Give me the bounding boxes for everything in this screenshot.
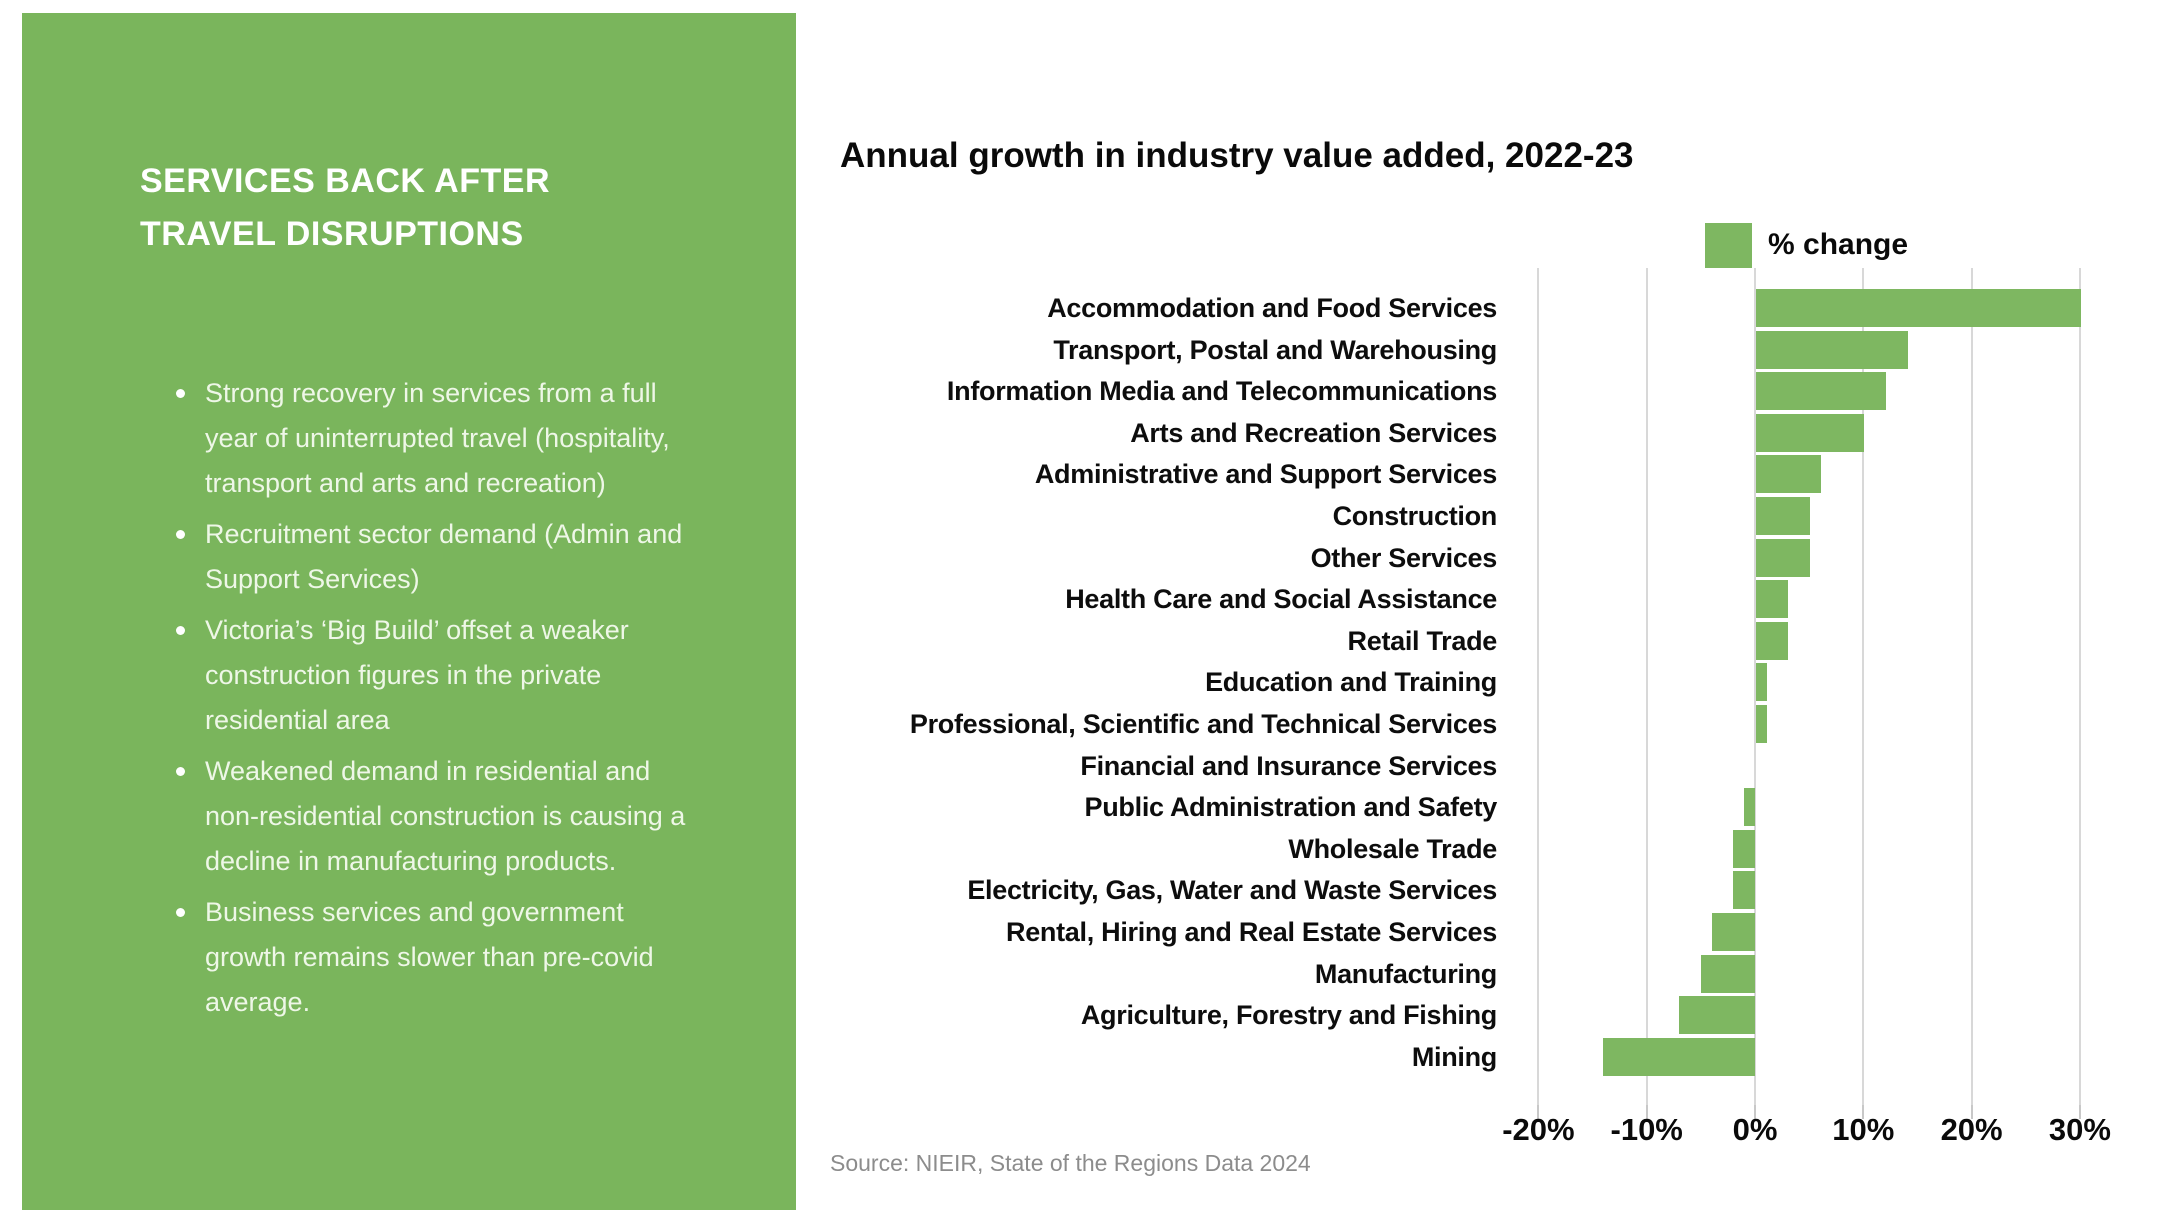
bar-transport-postal-and-warehousing: [1756, 330, 1908, 369]
bullet-dot-icon: [176, 389, 185, 398]
bar-arts-and-recreation-services: [1756, 413, 1865, 452]
category-label-electricity-gas-water-and-waste-services: Electricity, Gas, Water and Waste Servic…: [967, 875, 1497, 906]
bullet-item: Victoria’s ‘Big Build’ offset a weaker c…: [176, 608, 776, 743]
x-axis-label: 20%: [1940, 1112, 2003, 1147]
sidebar-panel: SERVICES BACK AFTER TRAVEL DISRUPTIONS S…: [22, 13, 796, 1210]
source-note: Source: NIEIR, State of the Regions Data…: [830, 1150, 1311, 1176]
bar-public-administration-and-safety: [1744, 788, 1755, 827]
category-label-information-media-and-telecommunications: Information Media and Telecommunications: [946, 376, 1497, 407]
bar-mining: [1603, 1037, 1755, 1076]
bullet-dot-icon: [176, 908, 185, 917]
bar-construction: [1756, 497, 1811, 535]
axis-tick-20%: [1970, 1105, 1973, 1119]
bullet-item: Business services and government growth …: [176, 890, 776, 1025]
x-axis-label: -20%: [1502, 1112, 1575, 1147]
bar-retail-trade: [1756, 621, 1789, 660]
bar-professional-scientific-and-technical-services: [1756, 705, 1767, 743]
bullet-text: Victoria’s ‘Big Build’ offset a weaker c…: [205, 615, 629, 735]
bar-electricity-gas-water-and-waste-services: [1733, 871, 1755, 910]
category-label-financial-and-insurance-services: Financial and Insurance Services: [1080, 750, 1497, 781]
bullet-list: Strong recovery in services from a full …: [176, 371, 776, 1025]
bar-education-and-training: [1756, 663, 1767, 702]
category-label-health-care-and-social-assistance: Health Care and Social Assistance: [1065, 584, 1497, 615]
category-label-administrative-and-support-services: Administrative and Support Services: [1034, 459, 1497, 490]
x-axis-label: 10%: [1832, 1112, 1895, 1147]
legend-label: % change: [1768, 228, 1909, 261]
category-label-construction: Construction: [1332, 501, 1498, 531]
category-label-accommodation-and-food-services: Accommodation and Food Services: [1047, 293, 1497, 323]
legend-swatch-icon: [1705, 222, 1752, 268]
category-label-professional-scientific-and-technical-services: Professional, Scientific and Technical S…: [909, 709, 1497, 739]
category-label-manufacturing: Manufacturing: [1314, 958, 1497, 989]
bullet-dot-icon: [176, 767, 185, 776]
bullet-item: Weakened demand in residential and non-r…: [176, 749, 776, 884]
category-label-other-services: Other Services: [1310, 542, 1498, 573]
gridline--10%: [1645, 268, 1648, 1105]
bar-manufacturing: [1700, 954, 1755, 993]
axis-tick-10%: [1862, 1105, 1865, 1119]
bar-accommodation-and-food-services: [1756, 289, 2081, 327]
bullet-dot-icon: [176, 530, 185, 539]
bar-rental-hiring-and-real-estate-services: [1711, 913, 1755, 951]
gridline--20%: [1537, 268, 1540, 1105]
axis-tick--20%: [1537, 1105, 1540, 1119]
category-label-wholesale-trade: Wholesale Trade: [1288, 833, 1497, 864]
category-label-transport-postal-and-warehousing: Transport, Postal and Warehousing: [1053, 334, 1497, 365]
bar-wholesale-trade: [1733, 829, 1755, 868]
bar-other-services: [1756, 538, 1811, 577]
x-axis-label: 30%: [2048, 1112, 2111, 1147]
x-axis-label: 0%: [1732, 1112, 1778, 1147]
bullet-text: Business services and government growth …: [205, 897, 654, 1017]
x-axis-label: -10%: [1610, 1112, 1683, 1147]
bar-administrative-and-support-services: [1756, 455, 1821, 494]
gridline-0%: [1754, 268, 1756, 1105]
category-label-public-administration-and-safety: Public Administration and Safety: [1084, 792, 1498, 823]
bullet-dot-icon: [176, 626, 185, 635]
category-label-mining: Mining: [1411, 1041, 1497, 1072]
chart-legend: % change: [1705, 222, 1908, 268]
category-label-retail-trade: Retail Trade: [1347, 625, 1498, 656]
axis-tick-30%: [2078, 1105, 2081, 1119]
bullet-text: Recruitment sector demand (Admin and Sup…: [205, 519, 683, 594]
axis-tick--10%: [1645, 1105, 1648, 1119]
gridline-10%: [1862, 268, 1865, 1105]
category-label-education-and-training: Education and Training: [1205, 667, 1497, 698]
bullet-item: Strong recovery in services from a full …: [176, 371, 776, 506]
gridline-30%: [2078, 268, 2081, 1105]
bullet-text: Weakened demand in residential and non-r…: [205, 756, 686, 876]
bar-agriculture-forestry-and-fishing: [1679, 996, 1755, 1035]
chart-title: Annual growth in industry value added, 2…: [840, 136, 1634, 175]
panel-title: SERVICES BACK AFTER TRAVEL DISRUPTIONS: [140, 162, 550, 253]
gridline-20%: [1970, 268, 1973, 1105]
bar-health-care-and-social-assistance: [1756, 580, 1789, 619]
bullet-text: Strong recovery in services from a full …: [205, 378, 670, 498]
category-label-arts-and-recreation-services: Arts and Recreation Services: [1130, 417, 1497, 448]
category-label-agriculture-forestry-and-fishing: Agriculture, Forestry and Fishing: [1080, 1000, 1497, 1031]
bar-information-media-and-telecommunications: [1756, 372, 1886, 411]
bullet-item: Recruitment sector demand (Admin and Sup…: [176, 512, 776, 602]
axis-tick-0%: [1754, 1105, 1756, 1119]
category-label-rental-hiring-and-real-estate-services: Rental, Hiring and Real Estate Services: [1006, 917, 1497, 947]
